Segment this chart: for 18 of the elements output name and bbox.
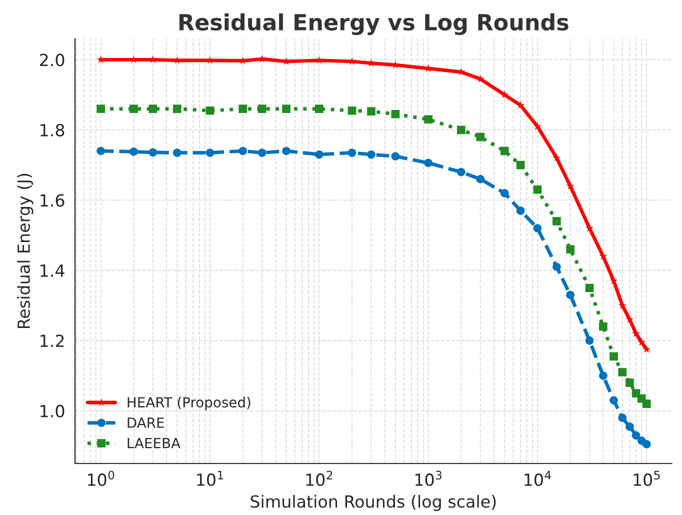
x-tick-label: 10$^{0}$ (88, 470, 114, 486)
legend-label: LAEEBA (128, 438, 180, 448)
y-tick-label: 1.6 (40, 194, 64, 207)
y-axis-title: Residual Energy (J) (17, 174, 34, 328)
y-tick-label: 1.8 (40, 124, 64, 136)
x-axis-title: Simulation Rounds (log scale) (250, 494, 496, 512)
y-tick-label: 2.0 (40, 54, 64, 66)
chart-title: Residual Energy vs Log Rounds (179, 13, 568, 36)
legend-label: HEART (Proposed) (128, 396, 250, 410)
x-tick-label: 10$^{1}$ (197, 470, 224, 486)
y-tick-label: 1.4 (40, 264, 64, 277)
legend-label: DARE (128, 418, 164, 428)
x-tick-label: 10$^{5}$ (634, 470, 660, 486)
y-tick-label: 1.2 (40, 334, 64, 347)
y-tick-label: 1.0 (40, 404, 64, 418)
x-tick-label: 10$^{4}$ (524, 470, 551, 486)
x-tick-label: 10$^{3}$ (415, 470, 442, 486)
x-tick-label: 10$^{2}$ (306, 470, 332, 486)
